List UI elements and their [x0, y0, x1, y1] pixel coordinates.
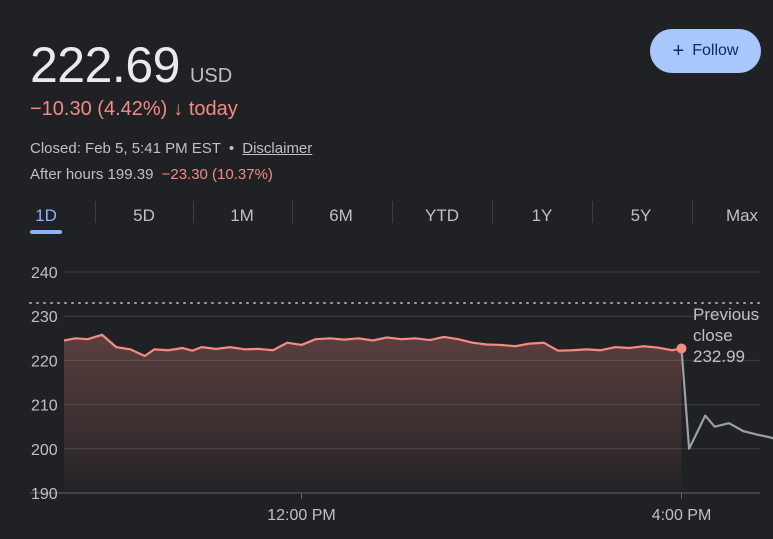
- tab-divider: [692, 201, 693, 223]
- tab-divider: [95, 201, 96, 223]
- after-hours-price: After hours 199.39: [30, 166, 154, 183]
- separator-dot: •: [228, 140, 235, 157]
- disclaimer-link[interactable]: Disclaimer: [242, 140, 313, 157]
- price-change-period: today: [188, 98, 238, 120]
- previous-close-label: Previous: [693, 305, 759, 324]
- follow-button-label: Follow: [692, 42, 739, 59]
- after-hours-row: After hours 199.39 −23.30 (10.37%): [30, 166, 273, 183]
- tab-5d[interactable]: 5D: [133, 206, 155, 225]
- tab-5y[interactable]: 5Y: [630, 206, 652, 225]
- tab-divider: [592, 201, 593, 223]
- plus-icon: +: [672, 40, 685, 62]
- tab-ytd[interactable]: YTD: [425, 206, 459, 225]
- after-hours-change: −23.30 (10.37%): [161, 166, 273, 183]
- x-tick-label: 4:00 PM: [652, 507, 712, 524]
- tab-divider: [292, 201, 293, 223]
- market-status-row: Closed: Feb 5, 5:41 PM EST • Disclaimer: [30, 140, 312, 157]
- previous-close-label: 232.99: [693, 347, 745, 366]
- price-row: 222.69 USD: [30, 36, 232, 94]
- tab-divider: [392, 201, 393, 223]
- tab-divider: [193, 201, 194, 223]
- active-tab-indicator: [30, 230, 62, 234]
- y-tick-label: 220: [31, 353, 58, 370]
- follow-button[interactable]: + Follow: [650, 29, 761, 73]
- y-tick-label: 190: [31, 486, 58, 503]
- tab-divider: [492, 201, 493, 223]
- tab-6m[interactable]: 6M: [329, 206, 353, 225]
- market-close-point: [676, 343, 687, 354]
- price-change: −10.30 (4.42%): [30, 98, 168, 120]
- after-hours-line: [680, 348, 773, 450]
- tab-1d[interactable]: 1D: [35, 206, 57, 225]
- range-tabs: 1D 5D 1M 6M YTD 1Y 5Y Max: [0, 196, 773, 240]
- previous-close-label: close: [693, 326, 733, 345]
- tab-max[interactable]: Max: [725, 206, 759, 225]
- currency-label: USD: [189, 65, 233, 87]
- tab-1y[interactable]: 1Y: [531, 206, 553, 225]
- y-tick-label: 230: [31, 309, 58, 326]
- x-tick-label: 12:00 PM: [267, 507, 335, 524]
- arrow-down-icon: ↓: [173, 98, 183, 120]
- y-tick-label: 240: [31, 265, 58, 282]
- y-tick-label: 200: [31, 442, 58, 459]
- current-price: 222.69: [30, 37, 180, 93]
- tab-1m[interactable]: 1M: [230, 206, 254, 225]
- regular-session-line: [63, 333, 682, 358]
- regular-session-area: [64, 334, 682, 493]
- y-tick-label: 210: [31, 398, 58, 415]
- price-change-row: −10.30 (4.42%) ↓ today: [30, 98, 238, 121]
- market-closed-time: Closed: Feb 5, 5:41 PM EST: [30, 140, 221, 157]
